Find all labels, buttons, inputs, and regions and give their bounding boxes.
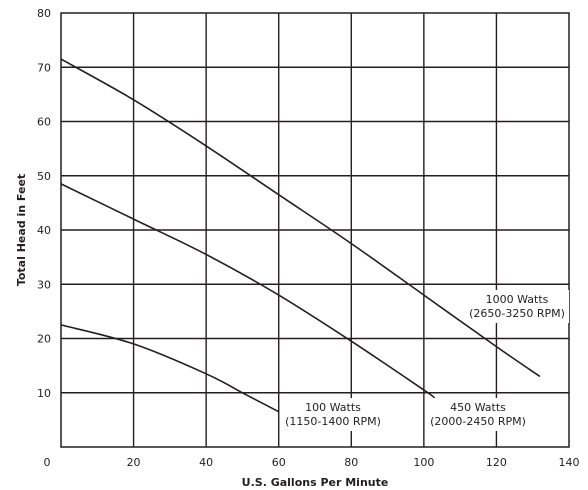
y-tick-label: 60 <box>37 116 51 129</box>
y-tick-label: 30 <box>37 278 51 291</box>
y-tick-label: 10 <box>37 387 51 400</box>
x-axis-tick-labels: 0 20 40 60 80 100 120 140 <box>44 456 580 469</box>
label-1000-watts-rpm: (2650-3250 RPM) <box>469 307 565 320</box>
x-axis-title: U.S. Gallons Per Minute <box>242 476 389 489</box>
curve-450-watts <box>60 183 436 399</box>
curve-label-background <box>281 398 385 431</box>
label-450-watts-title: 450 Watts <box>450 401 506 414</box>
y-tick-label: 50 <box>37 170 51 183</box>
performance-curves <box>60 58 541 413</box>
curve-1000-watts <box>60 58 541 378</box>
label-100-watts-rpm: (1150-1400 RPM) <box>285 415 381 428</box>
x-tick-label: 40 <box>199 456 213 469</box>
y-tick-label: 80 <box>37 7 51 20</box>
curve-label-background <box>465 290 569 323</box>
label-100-watts-title: 100 Watts <box>305 401 361 414</box>
curve-100-watts <box>60 324 280 413</box>
x-tick-label: 140 <box>559 456 580 469</box>
y-axis-tick-labels: 10 20 30 40 50 60 70 80 <box>37 7 51 400</box>
x-tick-label: 20 <box>127 456 141 469</box>
label-450-watts-rpm: (2000-2450 RPM) <box>430 415 526 428</box>
y-tick-label: 40 <box>37 224 51 237</box>
x-tick-label: 100 <box>413 456 434 469</box>
curve-labels: 1000 Watts(2650-3250 RPM) 450 Watts(2000-… <box>281 290 569 431</box>
x-tick-label: 80 <box>344 456 358 469</box>
y-axis-title: Total Head in Feet <box>15 174 28 286</box>
curve-label-background <box>426 398 530 431</box>
y-tick-label: 70 <box>37 61 51 74</box>
plot-frame <box>60 12 570 448</box>
x-tick-label: 0 <box>44 456 51 469</box>
x-tick-label: 60 <box>272 456 286 469</box>
x-tick-label: 120 <box>486 456 507 469</box>
grid-lines <box>61 13 569 447</box>
y-tick-label: 20 <box>37 333 51 346</box>
label-1000-watts-title: 1000 Watts <box>486 293 549 306</box>
